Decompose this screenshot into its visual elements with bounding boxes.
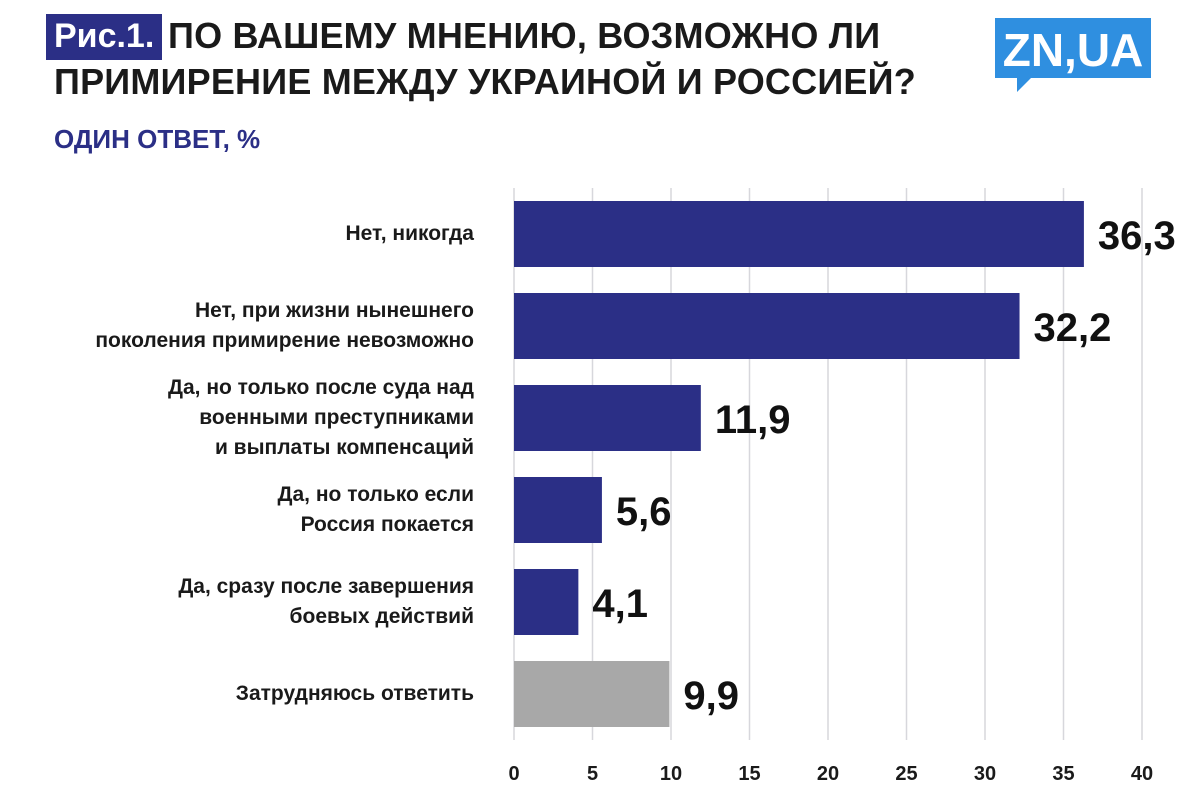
figure-number-badge: Рис.1. xyxy=(46,14,163,60)
chart-subtitle: ОДИН ОТВЕТ, % xyxy=(54,124,261,154)
x-tick-label: 20 xyxy=(817,763,839,785)
bar xyxy=(514,293,1020,359)
x-tick-label: 30 xyxy=(974,763,996,785)
x-tick-label: 40 xyxy=(1131,763,1153,785)
x-tick-label: 0 xyxy=(508,763,519,785)
category-label-line: Нет, никогда xyxy=(345,222,474,245)
category-label: Затрудняюсь ответить xyxy=(14,679,474,709)
category-label: Нет, никогда xyxy=(14,219,474,249)
chart-title-line-2: ПРИМИРЕНИЕ МЕЖДУ УКРАИНОЙ И РОССИЕЙ? xyxy=(54,61,916,102)
category-label-line: и выплаты компенсаций xyxy=(214,436,474,459)
category-label: Да, но только если Россия покается xyxy=(14,480,474,540)
bar xyxy=(514,201,1084,267)
bar-value-label: 32,2 xyxy=(1034,306,1112,350)
bar-value-label: 9,9 xyxy=(683,674,739,718)
bar-value-label: 5,6 xyxy=(616,490,672,534)
bar-value-label: 4,1 xyxy=(592,582,648,626)
chart-title-line-1: ПО ВАШЕМУ МНЕНИЮ, ВОЗМОЖНО ЛИ xyxy=(168,15,881,56)
bar xyxy=(514,661,670,727)
bar xyxy=(514,385,701,451)
x-tick-label: 15 xyxy=(738,763,760,785)
category-label-line: Да, сразу после завершения xyxy=(178,575,474,598)
zn-ua-logo: ZN,UA xyxy=(993,16,1155,101)
bar xyxy=(514,569,579,635)
bar xyxy=(514,477,602,543)
category-label-line: Да, но только после суда над xyxy=(168,376,474,399)
x-tick-label: 10 xyxy=(660,763,682,785)
category-label: Да, но только после суда над военными пре… xyxy=(14,373,474,463)
category-label-line: Затрудняюсь ответить xyxy=(235,682,474,705)
category-label-line: Да, но только если xyxy=(277,483,474,506)
category-label: Нет, при жизни нынешнего поколения примир… xyxy=(14,296,474,356)
x-tick-label: 25 xyxy=(895,763,917,785)
x-tick-label: 5 xyxy=(587,763,598,785)
category-label: Да, сразу после завершения боевых действи… xyxy=(14,572,474,632)
bar-value-label: 36,3 xyxy=(1098,214,1176,258)
bar-value-label: 11,9 xyxy=(715,398,791,442)
category-label-line: боевых действий xyxy=(289,605,474,628)
logo-text: ZN,UA xyxy=(1003,24,1144,76)
category-label-line: Нет, при жизни нынешнего xyxy=(194,299,474,322)
category-label-line: поколения примирение невозможно xyxy=(95,329,474,352)
x-tick-label: 35 xyxy=(1052,763,1074,785)
category-label-line: военными преступниками xyxy=(199,406,474,429)
category-label-line: Россия покается xyxy=(300,513,474,536)
